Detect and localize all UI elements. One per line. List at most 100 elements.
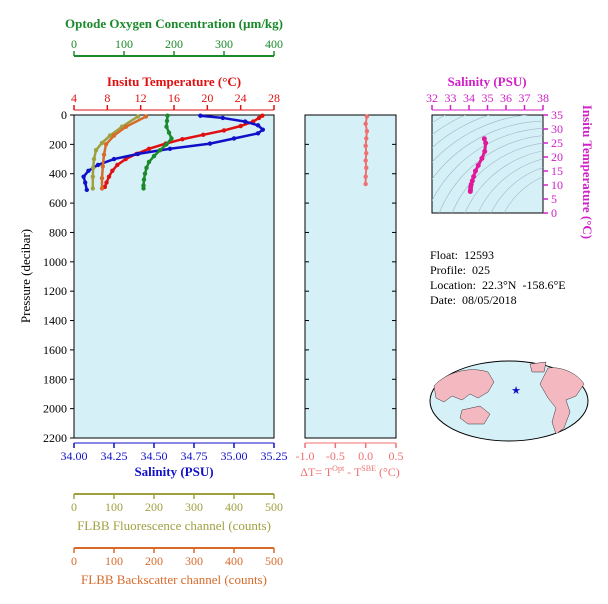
- salinity-point: [220, 115, 225, 121]
- delta-t-tick-label: 0.5: [389, 449, 404, 463]
- salinity-tick-label: 34.25: [101, 449, 128, 463]
- temperature-point: [200, 132, 206, 138]
- pressure-tick-label: 800: [49, 225, 67, 239]
- salinity-tick-label: 35.25: [261, 449, 288, 463]
- salinity-point: [231, 136, 237, 141]
- oxygen-point: [165, 113, 170, 118]
- ts-temp-tick-label: 35: [551, 108, 563, 122]
- fluorescence-point: [135, 114, 141, 119]
- ts-point: [475, 162, 481, 168]
- ts-salinity-tick-label: 32: [426, 91, 438, 105]
- americas-landmass: [539, 367, 585, 435]
- backscatter-point: [143, 114, 149, 119]
- world-map: ★: [429, 360, 589, 442]
- salinity-point: [83, 180, 88, 185]
- delta_t-point: [363, 143, 368, 149]
- oxygen-tick-label: 200: [165, 37, 183, 51]
- temperature-tick-label: 8: [104, 91, 110, 105]
- ts-temp-tick-label: 30: [551, 122, 563, 136]
- density-contour: [438, 135, 543, 213]
- backscatter-point: [111, 133, 117, 138]
- pressure-tick-label: 1000: [43, 255, 67, 269]
- backscatter-tick-label: 500: [265, 554, 283, 568]
- temperature-point: [180, 137, 185, 142]
- oxygen-point: [146, 159, 152, 165]
- oxygen-tick-label: 100: [115, 37, 133, 51]
- fluorescence-point: [99, 140, 105, 146]
- profile-panel: [73, 114, 275, 439]
- ts-temp-tick-label: 20: [551, 150, 563, 164]
- float-id: Float: 12593: [430, 248, 495, 262]
- pressure-tick-label: 200: [49, 137, 67, 151]
- ts-salinity-tick-label: 38: [537, 91, 549, 105]
- oxygen-point: [166, 130, 172, 135]
- delta-t-axis-label: ΔT= TOpt - TSBE (°C): [300, 464, 400, 479]
- fluorescence-point: [107, 133, 113, 138]
- oxygen-point: [169, 136, 174, 141]
- delta_t-point: [364, 150, 369, 156]
- density-contour: [503, 176, 543, 213]
- salinity-tick-label: 34.50: [141, 449, 168, 463]
- backscatter-point: [100, 164, 106, 169]
- salinity-point: [255, 131, 261, 136]
- salinity-point: [260, 127, 265, 132]
- delta_t-point: [364, 136, 369, 141]
- delta_t-point: [364, 114, 370, 119]
- ts-temp-tick-label: 10: [551, 178, 563, 192]
- salinity-point: [81, 174, 86, 179]
- delta_t-point: [363, 158, 368, 163]
- backscatter-tick-label: 100: [105, 554, 123, 568]
- salinity-point: [95, 162, 101, 168]
- pressure-tick-label: 400: [49, 167, 67, 181]
- density-contour: [490, 167, 543, 213]
- temperature-tick-label: 28: [268, 91, 280, 105]
- profile-number: Profile: 025: [430, 263, 490, 277]
- oxygen-tick-label: 0: [71, 37, 77, 51]
- delta_t-point: [363, 174, 368, 179]
- fluorescence-tick-label: 0: [71, 500, 77, 514]
- fluorescence-point: [93, 148, 99, 153]
- fluorescence-tick-label: 400: [225, 500, 243, 514]
- pressure-tick-label: 1400: [43, 314, 67, 328]
- density-contour: [432, 115, 530, 163]
- oxygen-point: [164, 124, 169, 129]
- salinity-point: [243, 119, 248, 124]
- delta_t-point: [363, 121, 368, 127]
- fluorescence-tick-label: 200: [145, 500, 163, 514]
- ts-point: [482, 148, 488, 154]
- fluorescence-point: [91, 156, 97, 162]
- salinity-point: [111, 156, 117, 162]
- profile-date: Date: 08/05/2018: [430, 293, 517, 307]
- asia-landmass: [433, 369, 495, 403]
- ts-point: [479, 155, 485, 161]
- pressure-tick-label: 1600: [43, 343, 67, 357]
- fluorescence-tick-label: 300: [185, 500, 203, 514]
- pressure-tick-label: 0: [61, 108, 67, 122]
- density-contour: [464, 150, 543, 213]
- delta_t-series-line: [364, 116, 368, 185]
- ts-point: [483, 140, 489, 146]
- backscatter-point: [103, 142, 109, 147]
- oxygen-point: [144, 165, 149, 171]
- density-contour: [432, 127, 543, 202]
- oxygen-tick-label: 300: [215, 37, 233, 51]
- pressure-axis-label: Pressure (decibar): [18, 229, 33, 323]
- temperature-point: [238, 123, 243, 129]
- oxygen-point: [164, 142, 169, 147]
- ts-salinity-tick-label: 35: [482, 91, 494, 105]
- ts-density-contours: [432, 115, 543, 213]
- fluorescence-point: [90, 174, 96, 179]
- ts-temp-tick-label: 0: [551, 206, 557, 220]
- fluorescence-point: [91, 165, 96, 171]
- pressure-tick-label: 1800: [43, 372, 67, 386]
- oxygen-point: [164, 118, 170, 124]
- oxygen-point: [151, 153, 157, 159]
- temperature-tick-label: 16: [168, 91, 180, 105]
- salinity-point: [207, 141, 213, 146]
- backscatter-point: [101, 152, 107, 157]
- delta_t-point: [364, 165, 369, 171]
- temperature-point: [115, 162, 120, 168]
- ts-temp-tick-label: 5: [551, 192, 557, 206]
- temperature-axis-label: Insitu Temperature (°C): [107, 74, 241, 89]
- density-contour: [477, 158, 543, 213]
